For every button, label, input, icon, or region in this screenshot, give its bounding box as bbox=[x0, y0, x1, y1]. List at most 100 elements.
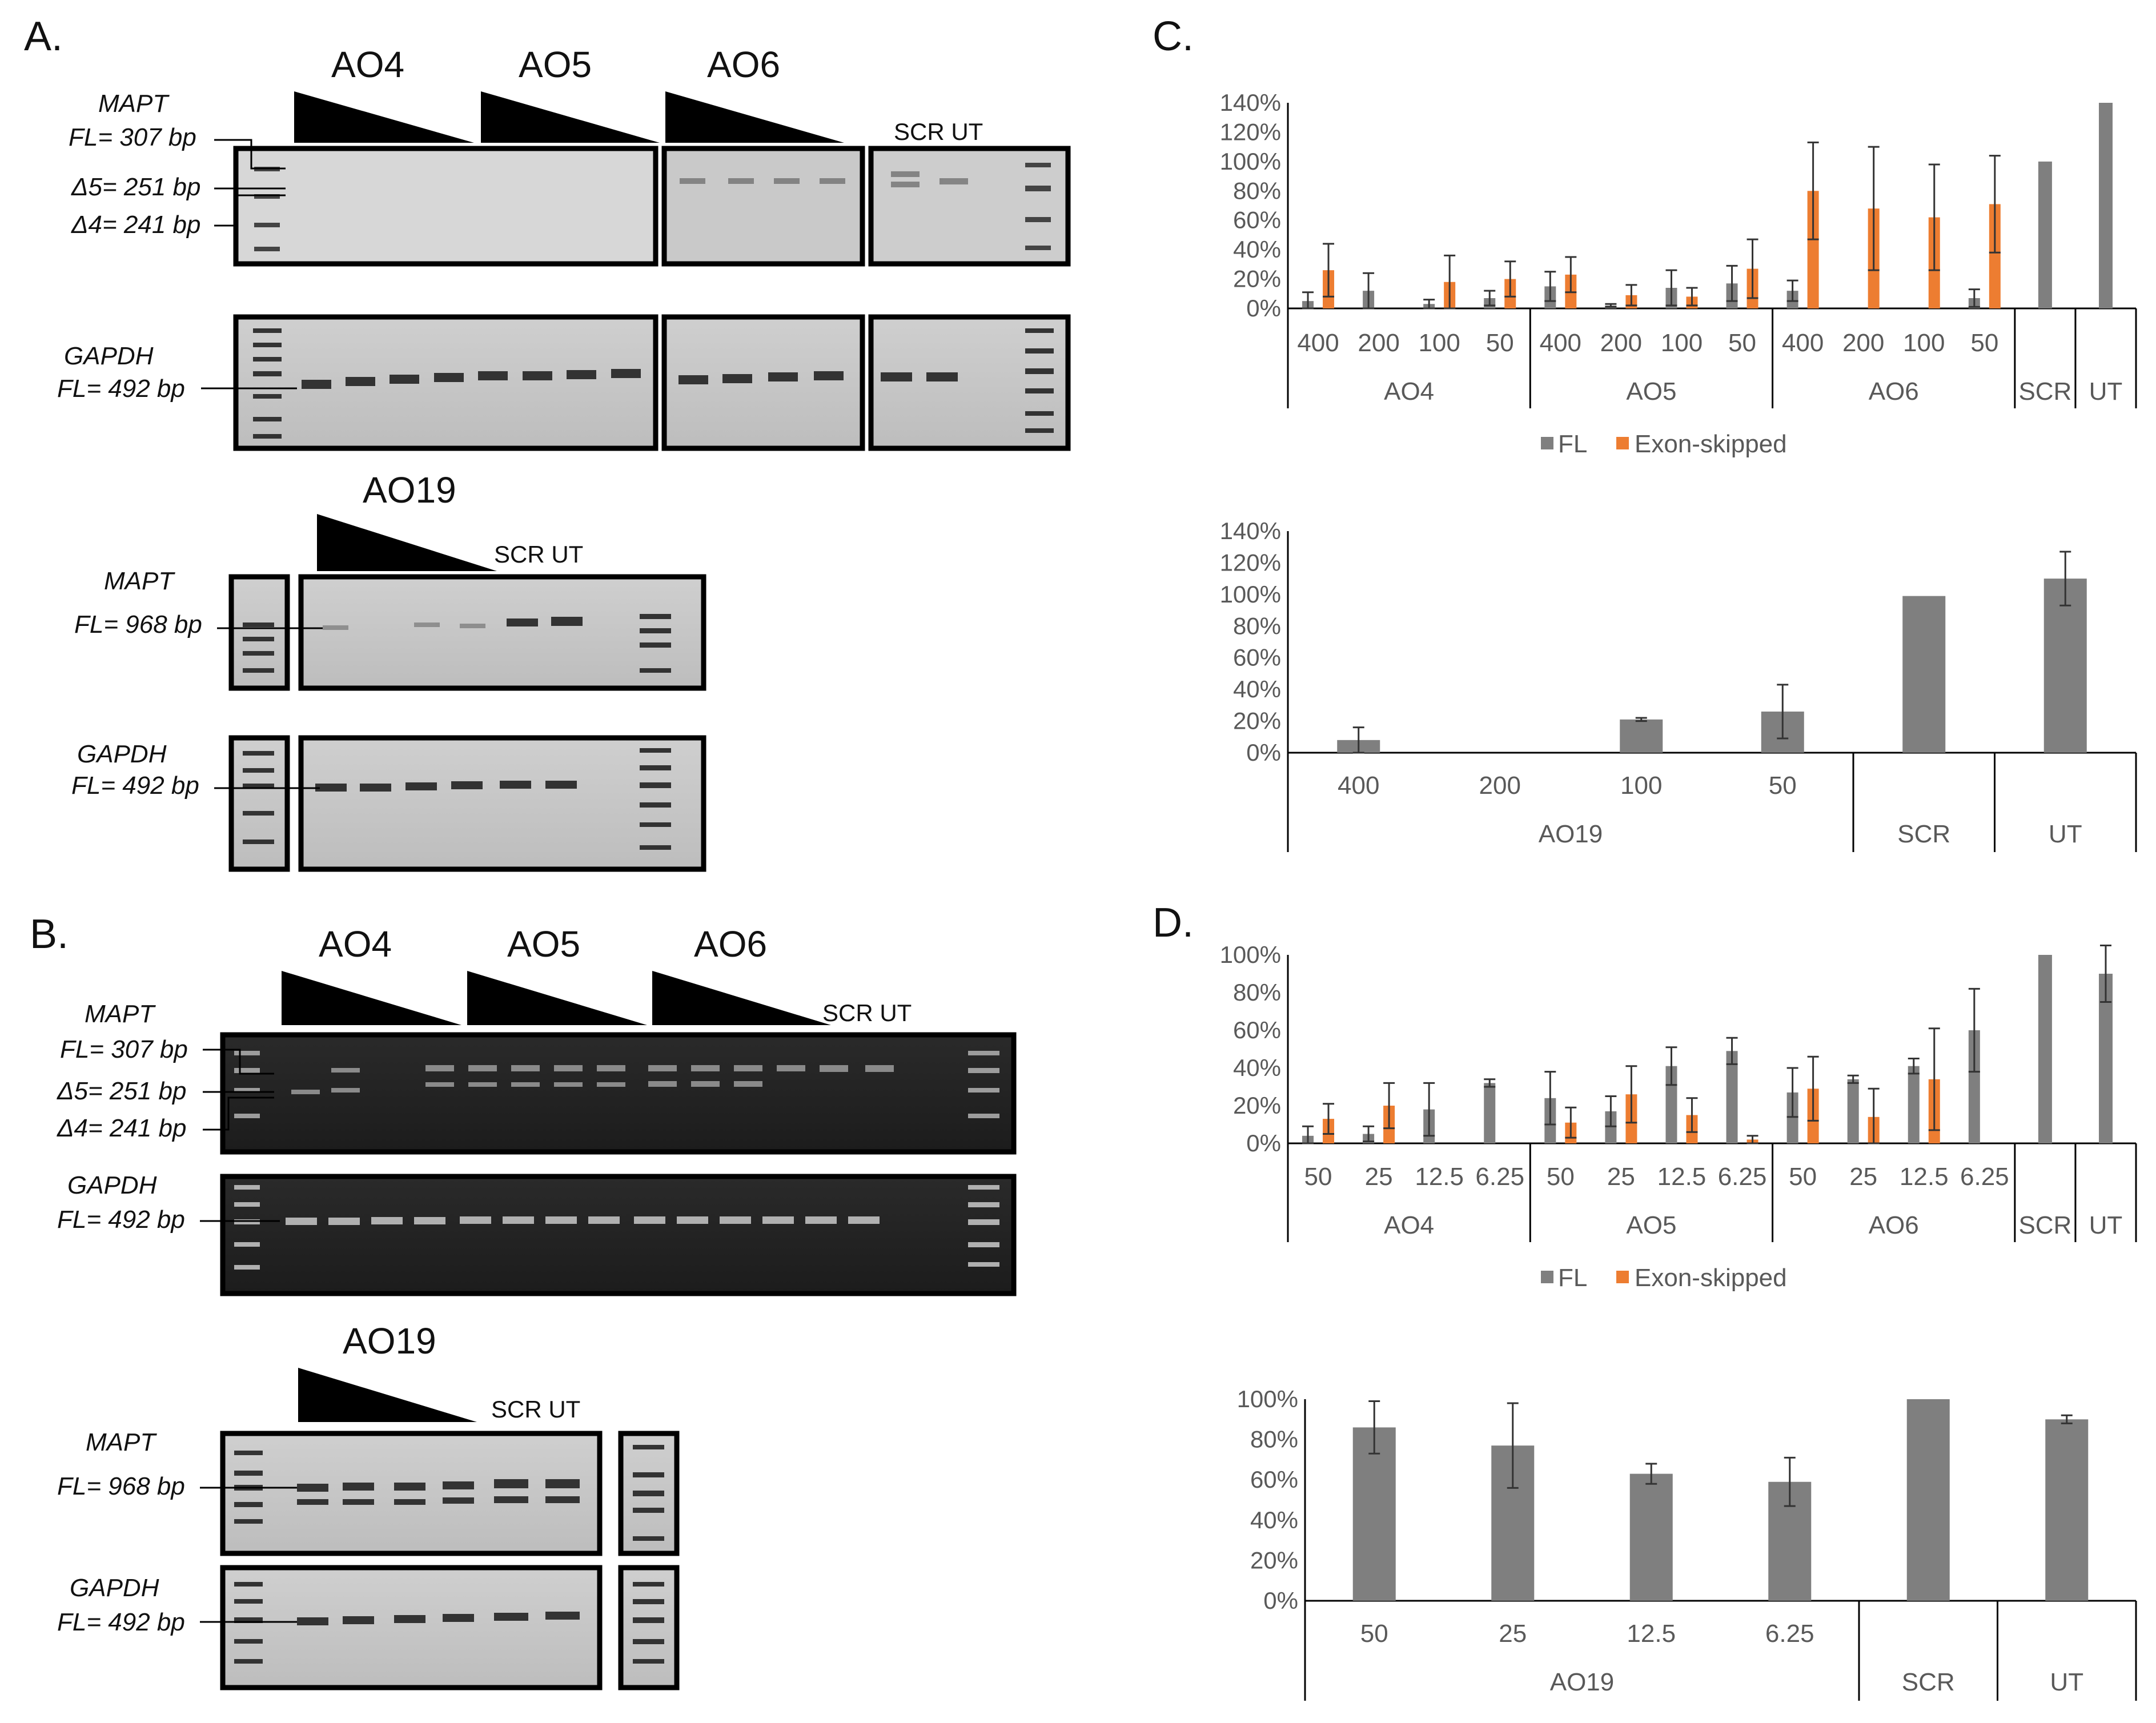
ladder-band bbox=[1025, 428, 1054, 433]
ladder-band bbox=[234, 1265, 260, 1270]
ladder-band bbox=[640, 782, 671, 788]
label-mapt: MAPT bbox=[98, 90, 170, 118]
panel-label-c: C. bbox=[1153, 14, 1194, 59]
label-d5: Δ5= 251 bp bbox=[57, 1077, 187, 1105]
ladder-band bbox=[640, 628, 671, 633]
gel-band bbox=[302, 380, 331, 389]
ladder-band bbox=[633, 1617, 664, 1623]
ao19-header-a: AO19 bbox=[363, 469, 456, 511]
x-tick-label: 6.25 bbox=[1960, 1163, 2009, 1191]
label-d5: Δ5= 251 bp bbox=[71, 173, 201, 201]
leader-line bbox=[214, 139, 286, 170]
y-tick-label: 0% bbox=[1246, 295, 1281, 322]
group-label: AO19 bbox=[1539, 820, 1603, 848]
gel-mapt-a-ao6 bbox=[661, 146, 865, 267]
ladder-band bbox=[234, 1502, 263, 1507]
ladder-band bbox=[253, 328, 282, 333]
gel-band bbox=[323, 625, 348, 630]
label-fl968: FL= 968 bp bbox=[74, 611, 202, 638]
group-label: AO4 bbox=[1384, 1211, 1434, 1239]
gel-band bbox=[678, 375, 708, 384]
x-tick-label: 12.5 bbox=[1900, 1163, 1949, 1191]
gel-band bbox=[848, 1216, 880, 1224]
gel-band bbox=[443, 1614, 474, 1622]
gel-band bbox=[891, 182, 920, 187]
gel-band bbox=[820, 178, 845, 184]
gel-band bbox=[443, 1497, 474, 1504]
x-tick-label: 50 bbox=[1769, 772, 1797, 800]
ladder-band bbox=[968, 1242, 999, 1247]
y-tick-label: 0% bbox=[1263, 1587, 1298, 1614]
bar-fl bbox=[1968, 1030, 1980, 1143]
x-tick-label: 6.25 bbox=[1475, 1163, 1524, 1191]
gel-band bbox=[762, 1216, 794, 1224]
gel-band bbox=[940, 178, 968, 184]
gel-band bbox=[523, 371, 552, 380]
ladder-band bbox=[243, 637, 274, 641]
y-tick-label: 40% bbox=[1233, 236, 1281, 263]
gel-band bbox=[648, 1081, 677, 1087]
ao19-header-b: AO19 bbox=[343, 1320, 436, 1361]
ladder-band bbox=[243, 651, 274, 656]
gel-band bbox=[405, 782, 437, 790]
ladder-band bbox=[254, 194, 280, 199]
gel-band bbox=[722, 374, 752, 383]
x-tick-label: 12.5 bbox=[1415, 1163, 1464, 1191]
ladder-band bbox=[234, 1068, 260, 1073]
x-tick-label: 25 bbox=[1365, 1163, 1393, 1191]
ladder-band bbox=[243, 622, 274, 627]
gel-band bbox=[343, 1499, 374, 1505]
gel-band bbox=[597, 1082, 625, 1087]
ao4-header: AO4 bbox=[331, 44, 404, 85]
ladder-band bbox=[234, 1088, 260, 1093]
bar-fl bbox=[1726, 1051, 1738, 1143]
gel-band bbox=[545, 1612, 580, 1620]
ladder-band bbox=[633, 1445, 664, 1449]
y-tick-label: 140% bbox=[1220, 517, 1281, 544]
gel-band bbox=[291, 1090, 320, 1094]
gel-band bbox=[891, 171, 920, 177]
y-tick-label: 40% bbox=[1250, 1507, 1298, 1533]
scr-ut-label: SCR UT bbox=[822, 999, 912, 1026]
gel-band bbox=[551, 617, 583, 626]
x-tick-label: 6.25 bbox=[1718, 1163, 1767, 1191]
ladder-band bbox=[640, 845, 671, 850]
ladder-band bbox=[254, 247, 280, 251]
ao5-header: AO5 bbox=[519, 44, 592, 85]
group-label: AO4 bbox=[1384, 377, 1434, 405]
gel-gapdh-b-ao19 bbox=[220, 1565, 603, 1690]
ladder-band bbox=[234, 1582, 263, 1587]
group-label: AO19 bbox=[1550, 1668, 1615, 1696]
ao4-header: AO4 bbox=[319, 923, 392, 965]
y-tick-label: 100% bbox=[1220, 941, 1281, 968]
gel-band bbox=[865, 1065, 894, 1072]
gel-band bbox=[805, 1216, 837, 1224]
gel-band bbox=[286, 1218, 317, 1225]
gel-band bbox=[814, 371, 844, 380]
gel-band bbox=[331, 1068, 360, 1073]
x-tick-label: 400 bbox=[1297, 329, 1339, 357]
y-tick-label: 60% bbox=[1250, 1466, 1298, 1493]
gel-band bbox=[691, 1081, 720, 1087]
bar-fl bbox=[1906, 1399, 1950, 1601]
panel-label-a: A. bbox=[24, 14, 63, 59]
ladder-band bbox=[243, 751, 274, 756]
y-tick-label: 40% bbox=[1233, 676, 1281, 702]
y-tick-label: 0% bbox=[1246, 739, 1281, 766]
ladder-band bbox=[1025, 246, 1051, 250]
bar-fl bbox=[2038, 955, 2052, 1143]
legend-swatch-fl bbox=[1541, 1271, 1553, 1283]
gel-band bbox=[511, 1082, 540, 1087]
ladder-band bbox=[633, 1599, 664, 1604]
gel-band bbox=[394, 1499, 425, 1505]
label-d4: Δ4= 241 bp bbox=[71, 211, 201, 239]
concentration-wedge bbox=[294, 91, 474, 143]
y-tick-label: 100% bbox=[1220, 581, 1281, 608]
x-tick-label: 200 bbox=[1600, 329, 1642, 357]
ladder-band bbox=[1025, 217, 1051, 222]
chart-d-top: 0% 20% 40% 60% 80% 100% 50 25 12.5 6.25 50 25 12.5 6.… bbox=[1220, 941, 2137, 1242]
ladder-band bbox=[234, 1242, 260, 1247]
gel-band bbox=[414, 1217, 445, 1224]
ladder-band bbox=[253, 357, 282, 362]
gel-band bbox=[820, 1065, 848, 1072]
